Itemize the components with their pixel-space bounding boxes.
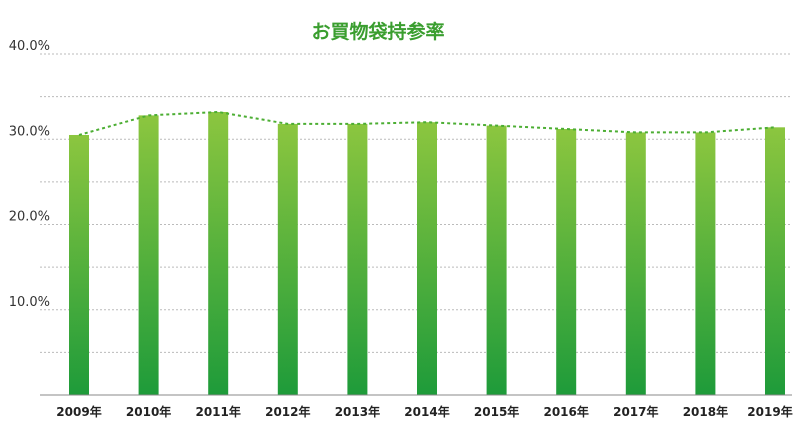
y-tick-label: 20.0% <box>9 210 50 225</box>
y-tick-label: 10.0% <box>9 295 50 310</box>
bar <box>69 134 89 396</box>
trend-line <box>78 110 776 136</box>
bar <box>208 111 229 395</box>
bar <box>138 115 159 395</box>
bar <box>556 129 577 395</box>
bar <box>486 125 507 396</box>
x-tick-label: 2013年 <box>335 404 380 419</box>
y-axis-ticks: 10.0% 20.0% 30.0% 40.0% <box>9 39 50 310</box>
bar <box>695 132 716 395</box>
bar <box>625 132 646 395</box>
x-tick-label: 2012年 <box>265 404 310 419</box>
x-tick-label: 2011年 <box>195 404 240 419</box>
x-tick-label: 2017年 <box>613 404 658 419</box>
y-tick-label: 40.0% <box>9 39 50 54</box>
bar <box>347 123 368 395</box>
trend-line-group <box>78 110 776 136</box>
grid-lines <box>40 53 792 353</box>
x-tick-label: 2010年 <box>126 404 171 419</box>
bar <box>765 127 785 395</box>
bars <box>69 111 785 396</box>
bar <box>277 123 298 395</box>
x-tick-label: 2009年 <box>56 404 101 419</box>
x-tick-label: 2018年 <box>683 404 728 419</box>
chart-title: お買物袋持参率 <box>311 20 444 43</box>
x-tick-label: 2015年 <box>474 404 519 419</box>
x-axis-ticks: 2009年 2010年 2011年 2012年 2013年 2014年 2015年 2016年… <box>56 404 792 419</box>
x-tick-label: 2019年 <box>747 404 792 419</box>
x-tick-label: 2016年 <box>543 404 588 419</box>
y-tick-label: 30.0% <box>9 124 50 139</box>
x-tick-label: 2014年 <box>404 404 449 419</box>
bar <box>417 122 437 395</box>
